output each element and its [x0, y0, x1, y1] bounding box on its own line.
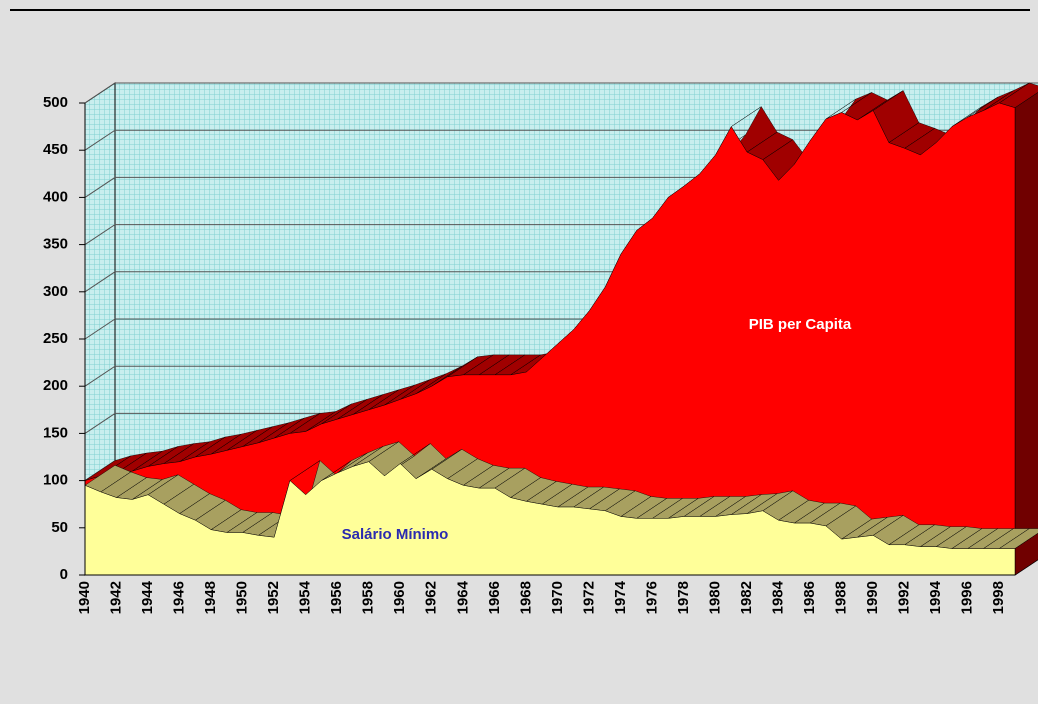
x-tick-label: 1958 [360, 581, 377, 614]
y-tick-label: 200 [43, 377, 68, 394]
area [84, 102, 1016, 576]
x-tick-label: 1950 [234, 581, 251, 614]
x-tick-label: 1978 [675, 581, 692, 614]
x-tick-label: 1980 [706, 581, 723, 614]
x-tick-label: 1946 [171, 581, 188, 614]
y-tick-label: 250 [43, 330, 68, 347]
grid-line [84, 82, 1038, 104]
x-tick-label: 1998 [990, 581, 1007, 614]
grid-line [84, 129, 1038, 151]
x-tick-label: 1944 [139, 580, 156, 614]
x-tick-label: 1984 [770, 580, 787, 614]
x-tick-label: 1994 [927, 580, 944, 614]
x-tick-label: 1992 [896, 581, 913, 614]
x-tick-label: 1970 [549, 581, 566, 614]
y-tick-label: 50 [51, 519, 68, 536]
y-tick-label: 350 [43, 236, 68, 253]
x-tick-label: 1952 [265, 581, 282, 614]
y-tick-label: 300 [43, 283, 68, 300]
y-tick-label: 400 [43, 188, 68, 205]
x-tick-label: 1964 [454, 580, 471, 614]
x-tick-label: 1960 [391, 581, 408, 614]
x-tick-label: 1940 [76, 581, 93, 614]
series-label: PIB per Capita [749, 316, 852, 333]
x-tick-label: 1962 [423, 581, 440, 614]
series-label: Salário Mínimo [342, 526, 449, 543]
x-tick-label: 1956 [328, 581, 345, 614]
x-tick-label: 1966 [486, 581, 503, 614]
x-tick-label: 1954 [297, 580, 314, 614]
x-tick-label: 1990 [864, 581, 881, 614]
x-tick-label: 1988 [833, 581, 850, 614]
x-tick-label: 1996 [959, 581, 976, 614]
x-tick-label: 1974 [612, 580, 629, 614]
x-tick-label: 1948 [202, 581, 219, 614]
area [84, 461, 1016, 576]
x-tick-label: 1976 [643, 581, 660, 614]
x-tick-label: 1982 [738, 581, 755, 614]
y-tick-label: 100 [43, 472, 68, 489]
y-tick-label: 150 [43, 424, 68, 441]
x-tick-label: 1972 [580, 581, 597, 614]
x-tick-label: 1986 [801, 581, 818, 614]
y-tick-label: 500 [43, 94, 68, 111]
y-tick-label: 450 [43, 141, 68, 158]
x-tick-label: 1968 [517, 581, 534, 614]
y-tick-label: 0 [60, 566, 68, 583]
x-tick-label: 1942 [107, 581, 124, 614]
area-side [1014, 92, 1038, 576]
